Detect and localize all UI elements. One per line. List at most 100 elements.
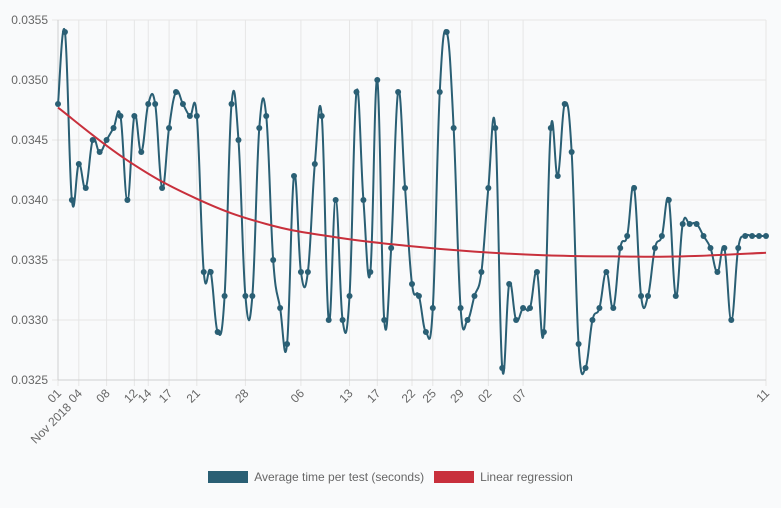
data-point[interactable] [679, 221, 686, 227]
data-point[interactable] [645, 293, 651, 299]
data-point[interactable] [749, 233, 756, 239]
data-point[interactable] [651, 245, 658, 251]
data-point[interactable] [186, 113, 193, 119]
data-point[interactable] [450, 125, 457, 131]
data-point[interactable] [658, 233, 665, 239]
data-point[interactable] [124, 197, 131, 203]
data-point[interactable] [61, 29, 68, 35]
data-point[interactable] [714, 269, 721, 275]
data-point[interactable] [415, 293, 422, 299]
data-point[interactable] [409, 281, 415, 287]
data-point[interactable] [582, 365, 589, 371]
data-point[interactable] [742, 233, 749, 239]
data-point[interactable] [68, 197, 75, 203]
data-point[interactable] [429, 305, 436, 311]
data-point[interactable] [103, 137, 110, 143]
data-point[interactable] [173, 89, 179, 95]
data-point[interactable] [763, 233, 769, 239]
data-point[interactable] [332, 197, 339, 203]
data-point[interactable] [485, 185, 492, 191]
data-point[interactable] [707, 245, 714, 251]
data-point[interactable] [353, 89, 360, 95]
data-point[interactable] [346, 293, 353, 299]
data-point[interactable] [547, 125, 554, 131]
data-point[interactable] [89, 137, 96, 143]
data-point[interactable] [478, 269, 485, 275]
data-point[interactable] [291, 173, 297, 179]
data-point[interactable] [672, 293, 679, 299]
data-point[interactable] [554, 173, 561, 179]
data-point[interactable] [388, 245, 395, 251]
data-point[interactable] [471, 293, 478, 299]
data-point[interactable] [561, 101, 568, 107]
data-point[interactable] [457, 305, 464, 311]
data-point[interactable] [55, 101, 61, 107]
data-point[interactable] [575, 341, 582, 347]
data-point[interactable] [166, 125, 173, 131]
data-point[interactable] [284, 341, 291, 347]
data-point[interactable] [395, 89, 402, 95]
data-point[interactable] [214, 329, 221, 335]
data-point[interactable] [339, 317, 346, 323]
data-point[interactable] [624, 233, 631, 239]
data-point[interactable] [520, 305, 527, 311]
data-point[interactable] [721, 245, 728, 251]
data-point[interactable] [756, 233, 763, 239]
data-point[interactable] [381, 317, 388, 323]
data-point[interactable] [686, 221, 693, 227]
data-point[interactable] [145, 101, 152, 107]
data-point[interactable] [152, 101, 159, 107]
data-point[interactable] [304, 269, 311, 275]
data-point[interactable] [249, 293, 256, 299]
data-point[interactable] [138, 149, 145, 155]
data-point[interactable] [256, 125, 263, 131]
data-point[interactable] [318, 113, 325, 119]
data-point[interactable] [131, 113, 138, 119]
data-point[interactable] [589, 317, 596, 323]
data-point[interactable] [374, 77, 381, 83]
data-point[interactable] [728, 317, 735, 323]
data-point[interactable] [200, 269, 207, 275]
data-point[interactable] [443, 29, 450, 35]
data-point[interactable] [263, 113, 270, 119]
legend-item-linear-regression[interactable]: Linear regression [434, 470, 573, 484]
data-point[interactable] [631, 185, 638, 191]
data-point[interactable] [603, 269, 610, 275]
data-point[interactable] [492, 125, 499, 131]
data-point[interactable] [610, 305, 617, 311]
data-point[interactable] [436, 89, 443, 95]
data-point[interactable] [207, 269, 214, 275]
data-point[interactable] [277, 305, 284, 311]
data-point[interactable] [75, 161, 82, 167]
data-point[interactable] [700, 233, 707, 239]
data-point[interactable] [596, 305, 603, 311]
data-point[interactable] [270, 257, 277, 263]
legend-item-average-time[interactable]: Average time per test (seconds) [208, 470, 424, 484]
data-point[interactable] [665, 197, 672, 203]
data-point[interactable] [617, 245, 624, 251]
data-point[interactable] [297, 269, 304, 275]
data-point[interactable] [540, 329, 547, 335]
data-point[interactable] [402, 185, 409, 191]
data-point[interactable] [193, 113, 200, 119]
data-point[interactable] [367, 269, 374, 275]
data-point[interactable] [242, 293, 249, 299]
data-point[interactable] [513, 317, 520, 323]
data-point[interactable] [96, 149, 103, 155]
data-point[interactable] [235, 137, 242, 143]
data-point[interactable] [568, 149, 575, 155]
data-point[interactable] [638, 293, 645, 299]
data-point[interactable] [464, 317, 471, 323]
data-point[interactable] [325, 317, 332, 323]
data-point[interactable] [228, 101, 235, 107]
data-point[interactable] [506, 281, 513, 287]
data-point[interactable] [735, 245, 742, 251]
data-point[interactable] [422, 329, 429, 335]
data-point[interactable] [499, 365, 506, 371]
data-point[interactable] [159, 185, 166, 191]
data-point[interactable] [221, 293, 228, 299]
data-point[interactable] [110, 125, 117, 131]
data-point[interactable] [117, 113, 124, 119]
data-point[interactable] [179, 101, 186, 107]
data-point[interactable] [527, 305, 533, 311]
